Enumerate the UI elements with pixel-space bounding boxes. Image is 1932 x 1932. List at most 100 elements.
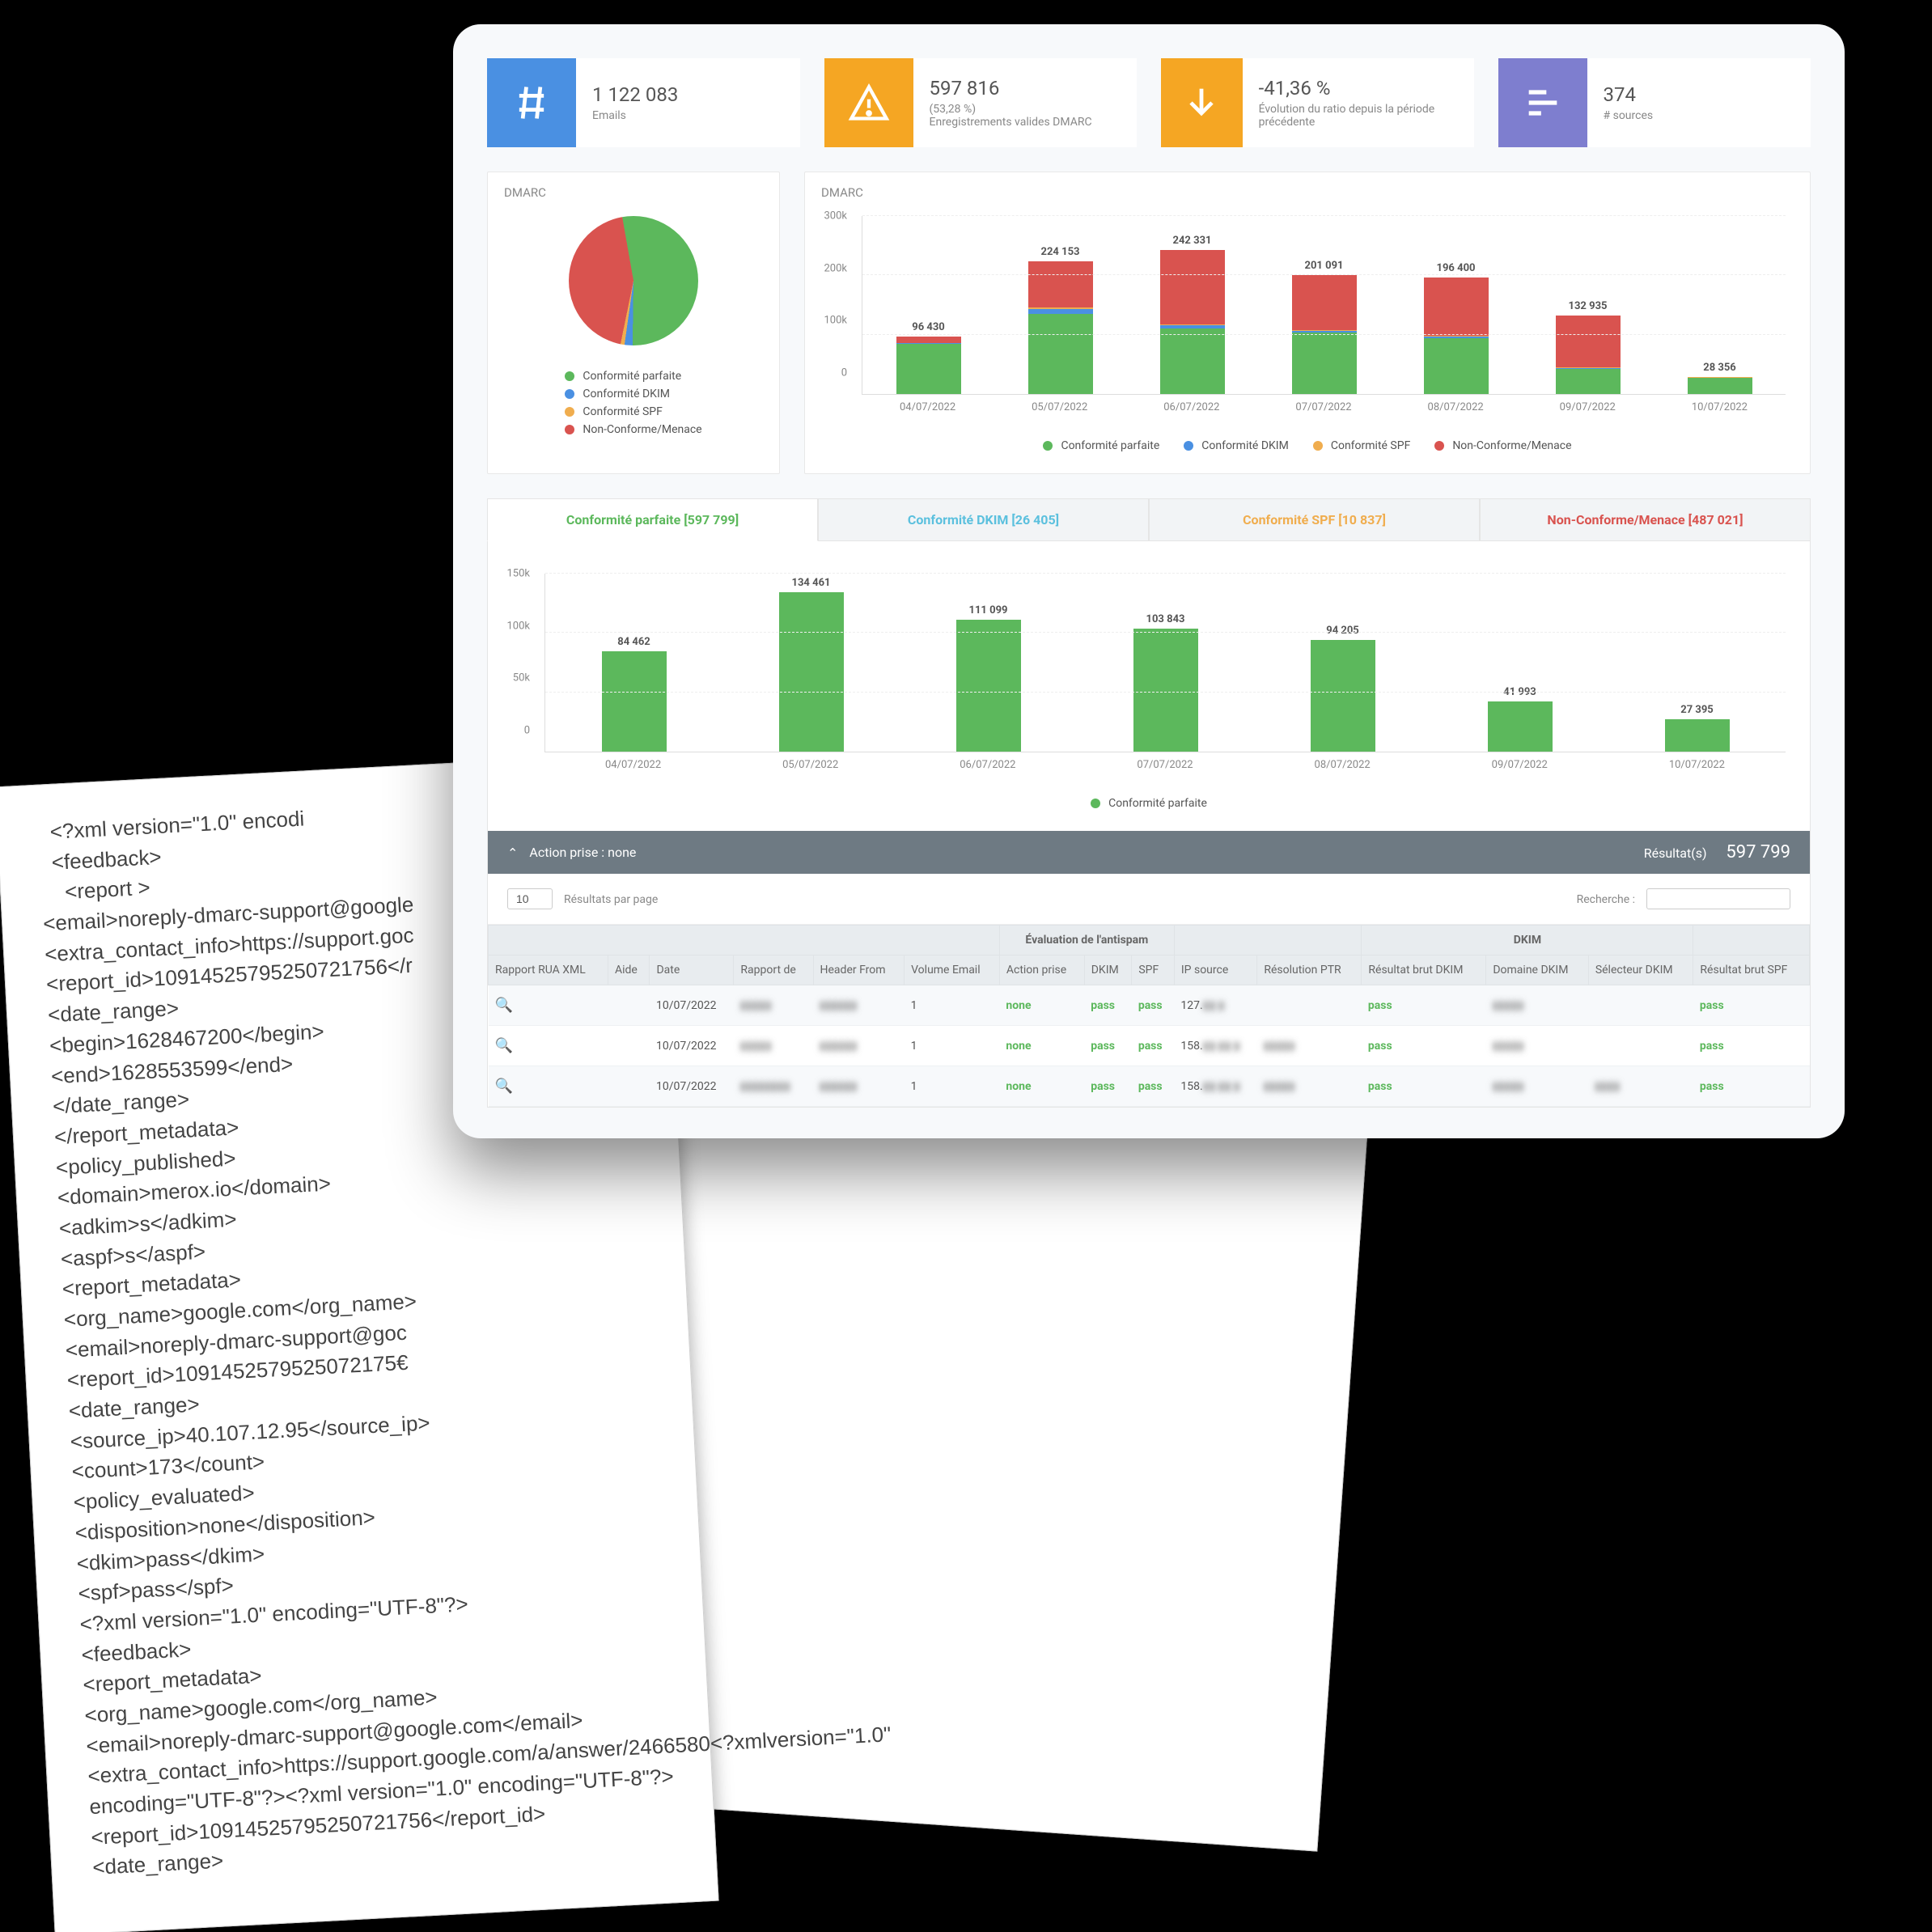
- tab[interactable]: Conformité SPF [10 837]: [1149, 498, 1480, 541]
- column-header[interactable]: Rapport RUA XML: [489, 955, 608, 985]
- domaine-dkim: ▮▮▮▮▮: [1486, 1026, 1588, 1066]
- kpi-value: 1 122 083: [592, 83, 678, 106]
- column-header[interactable]: DKIM: [1084, 955, 1132, 985]
- column-header[interactable]: Rapport de: [734, 955, 813, 985]
- column-header[interactable]: IP source: [1174, 955, 1256, 985]
- kpi-subtitle: # sources: [1604, 109, 1654, 122]
- aide: [608, 985, 650, 1026]
- xml-link[interactable]: 🔍: [489, 985, 608, 1026]
- aide: [608, 1066, 650, 1107]
- magnifier-icon[interactable]: 🔍: [495, 1037, 513, 1054]
- date: 10/07/2022: [650, 1066, 734, 1107]
- column-header[interactable]: Résolution PTR: [1257, 955, 1362, 985]
- date: 10/07/2022: [650, 985, 734, 1026]
- solo-legend-item: Conformité parfaite: [1091, 797, 1207, 810]
- resultat-brut-spf: pass: [1693, 1026, 1810, 1066]
- kpi-icon: [824, 58, 913, 147]
- column-header[interactable]: Volume Email: [905, 955, 1000, 985]
- resultat-brut-spf: pass: [1693, 1066, 1810, 1107]
- action-bar[interactable]: ⌄ Action prise : none Résultat(s) 597 79…: [488, 831, 1810, 874]
- kpi-icon: [1161, 58, 1243, 147]
- tab[interactable]: Conformité parfaite [597 799]: [487, 498, 818, 541]
- legend-item: Non-Conforme/Menace: [565, 423, 701, 436]
- rapport-de: ▮▮▮▮▮: [734, 985, 813, 1026]
- kpi-card: 1 122 083 Emails: [487, 58, 800, 147]
- xml-link[interactable]: 🔍: [489, 1066, 608, 1107]
- table-row: 🔍10/07/2022▮▮▮▮▮▮▮▮▮▮▮1nonepasspass127.▮…: [489, 985, 1810, 1026]
- volume: 1: [905, 985, 1000, 1026]
- pie-title: DMARC: [488, 172, 779, 200]
- kpi-value: 374: [1604, 83, 1654, 106]
- resultat-brut-dkim: pass: [1362, 985, 1486, 1026]
- search-label: Recherche :: [1577, 893, 1635, 906]
- search-input[interactable]: [1646, 888, 1790, 909]
- results-count-label: Résultat(s): [1644, 845, 1707, 861]
- kpi-icon: [1498, 58, 1587, 147]
- column-header[interactable]: Domaine DKIM: [1486, 955, 1588, 985]
- dmarc-pie-chart: [569, 216, 698, 345]
- resultat-brut-dkim: pass: [1362, 1026, 1486, 1066]
- column-header[interactable]: SPF: [1132, 955, 1175, 985]
- volume: 1: [905, 1026, 1000, 1066]
- spf: pass: [1132, 1066, 1175, 1107]
- tab[interactable]: Non-Conforme/Menace [487 021]: [1480, 498, 1811, 541]
- column-header[interactable]: Résultat brut DKIM: [1362, 955, 1486, 985]
- tab[interactable]: Conformité DKIM [26 405]: [818, 498, 1149, 541]
- selecteur-dkim: [1588, 1026, 1693, 1066]
- spf: pass: [1132, 1026, 1175, 1066]
- volume: 1: [905, 1066, 1000, 1107]
- header-from: ▮▮▮▮▮▮: [813, 1026, 905, 1066]
- kpi-value: 597 816: [930, 77, 1092, 100]
- dmarc-pie-panel: DMARC Conformité parfaiteConformité DKIM…: [487, 172, 780, 474]
- column-header[interactable]: Action prise: [999, 955, 1084, 985]
- dmarc-dashboard: 1 122 083Emails597 816(53,28 %)Enregistr…: [453, 24, 1845, 1138]
- kpi-subtitle: Évolution du ratio depuis la période pré…: [1259, 103, 1474, 129]
- results-controls: 10 Résultats par page Recherche :: [488, 874, 1810, 925]
- kpi-row: 1 122 083Emails597 816(53,28 %)Enregistr…: [487, 58, 1811, 147]
- header-from: ▮▮▮▮▮▮: [813, 985, 905, 1026]
- date: 10/07/2022: [650, 1026, 734, 1066]
- legend-item: Conformité DKIM: [565, 388, 701, 400]
- ptr: [1257, 985, 1362, 1026]
- ip-source: 158.▮▮.▮▮.▮: [1174, 1026, 1256, 1066]
- column-header[interactable]: Résultat brut SPF: [1693, 955, 1810, 985]
- action-prise: none: [999, 1066, 1084, 1107]
- magnifier-icon[interactable]: 🔍: [495, 1078, 513, 1095]
- magnifier-icon[interactable]: 🔍: [495, 997, 513, 1014]
- kpi-value: -41,36 %: [1259, 77, 1474, 100]
- column-header[interactable]: Sélecteur DKIM: [1588, 955, 1693, 985]
- kpi-icon: [487, 58, 576, 147]
- solo-legend-label: Conformité parfaite: [1108, 797, 1207, 810]
- dkim: pass: [1084, 1066, 1132, 1107]
- conformite-parfaite-chart: 84 462134 461111 099103 84394 20541 9932…: [544, 574, 1786, 752]
- xml-link[interactable]: 🔍: [489, 1026, 608, 1066]
- dmarc-stacked-panel: DMARC 0100k200k300k 96 430224 153242 331…: [804, 172, 1811, 474]
- dkim: pass: [1084, 985, 1132, 1026]
- domaine-dkim: ▮▮▮▮▮: [1486, 1066, 1588, 1107]
- resultat-brut-dkim: pass: [1362, 1066, 1486, 1107]
- action-prise: none: [999, 1026, 1084, 1066]
- per-page-select[interactable]: 10: [507, 888, 553, 909]
- kpi-card: -41,36 % Évolution du ratio depuis la pér…: [1161, 58, 1474, 147]
- tab-content: 050k100k150k 84 462134 461111 099103 843…: [487, 541, 1811, 1108]
- domaine-dkim: ▮▮▮▮▮: [1486, 985, 1588, 1026]
- stacked-legend: Conformité parfaiteConformité DKIMConfor…: [805, 422, 1810, 473]
- results-table: Évaluation de l'antispamDKIM Rapport RUA…: [488, 925, 1810, 1107]
- results-count-value: 597 799: [1726, 842, 1790, 862]
- kpi-card: 374 # sources: [1498, 58, 1811, 147]
- stacked-bar-chart: 96 430224 153242 331201 091196 400132 93…: [862, 216, 1786, 395]
- column-header[interactable]: Aide: [608, 955, 650, 985]
- selecteur-dkim: ▮▮▮▮: [1588, 1066, 1693, 1107]
- kpi-subtitle: Emails: [592, 109, 678, 122]
- column-header[interactable]: Date: [650, 955, 734, 985]
- rapport-de: ▮▮▮▮▮: [734, 1026, 813, 1066]
- table-row: 🔍10/07/2022▮▮▮▮▮▮▮▮▮▮▮1nonepasspass158.▮…: [489, 1026, 1810, 1066]
- aide: [608, 1026, 650, 1066]
- column-header[interactable]: Header From: [813, 955, 905, 985]
- legend-item: Conformité SPF: [565, 405, 701, 418]
- pie-legend: Conformité parfaiteConformité DKIMConfor…: [565, 365, 701, 441]
- ptr: ▮▮▮▮▮: [1257, 1026, 1362, 1066]
- dkim: pass: [1084, 1026, 1132, 1066]
- per-page-label: Résultats par page: [564, 893, 658, 906]
- ip-source: 158.▮▮.▮▮.▮: [1174, 1066, 1256, 1107]
